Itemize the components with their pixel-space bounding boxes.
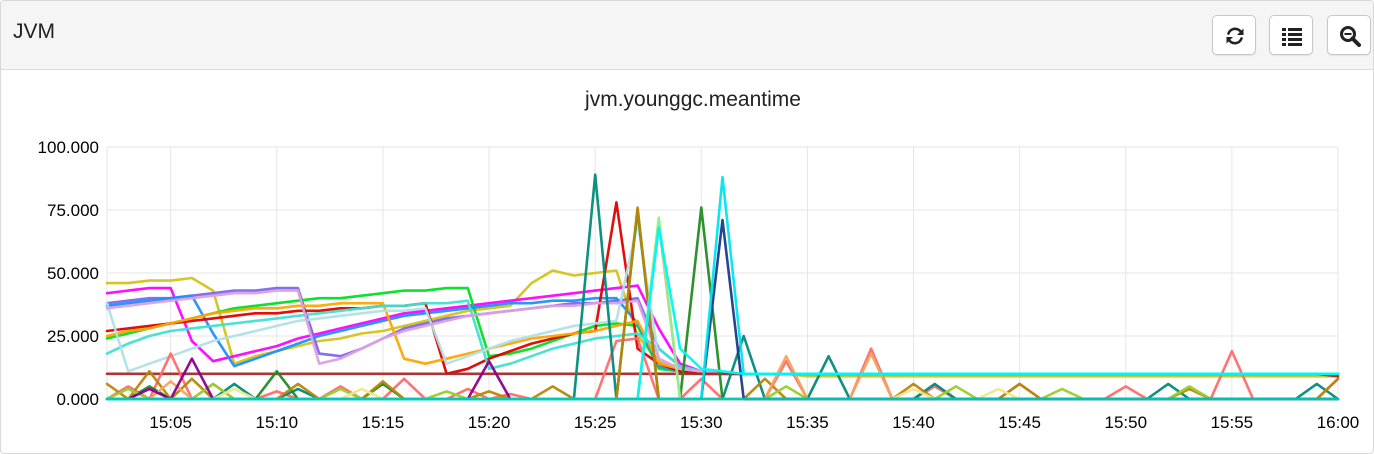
list-icon	[1282, 28, 1302, 46]
chart-area: jvm.younggc.meantime 0.000 25.000 50.000 75…	[1, 70, 1373, 453]
zoom-button[interactable]	[1327, 15, 1371, 55]
x-tick-label: 15:20	[468, 413, 511, 432]
refresh-icon	[1226, 27, 1244, 45]
series-line-3	[105, 286, 1340, 376]
x-tick-label: 15:15	[362, 413, 405, 432]
panel-title: JVM	[13, 20, 55, 43]
x-tick-label: 16:00	[1317, 413, 1360, 432]
x-tick-label: 15:55	[1211, 413, 1254, 432]
x-tick-label: 15:10	[256, 413, 299, 432]
line-chart: jvm.younggc.meantime 0.000 25.000 50.000 75…	[38, 88, 1360, 432]
series-line-9	[105, 289, 1340, 376]
series-line-6	[105, 301, 1340, 376]
x-tick-label: 15:30	[680, 413, 723, 432]
x-tick-label: 15:40	[892, 413, 935, 432]
refresh-button[interactable]	[1212, 15, 1256, 55]
y-tick-label: 0.000	[56, 390, 99, 409]
y-tick-label: 25.000	[47, 327, 99, 346]
x-tick-label: 15:05	[149, 413, 192, 432]
chart-axes: 0.000 25.000 50.000 75.000 100.000 15:05 15:10…	[38, 138, 1360, 432]
chart-title: jvm.younggc.meantime	[584, 88, 801, 111]
panel-header: JVM	[1, 1, 1373, 70]
x-tick-label: 15:35	[786, 413, 829, 432]
y-tick-label: 50.000	[47, 264, 99, 283]
x-tick-label: 15:50	[1104, 413, 1147, 432]
chart-series	[105, 173, 1340, 401]
y-tick-label: 75.000	[47, 201, 99, 220]
list-button[interactable]	[1269, 15, 1313, 55]
zoom-icon	[1340, 26, 1361, 47]
y-tick-label: 100.000	[38, 138, 99, 157]
x-tick-label: 15:45	[998, 413, 1041, 432]
series-line-8	[105, 221, 1340, 376]
series-line-1	[105, 284, 1340, 376]
x-tick-label: 15:25	[574, 413, 617, 432]
